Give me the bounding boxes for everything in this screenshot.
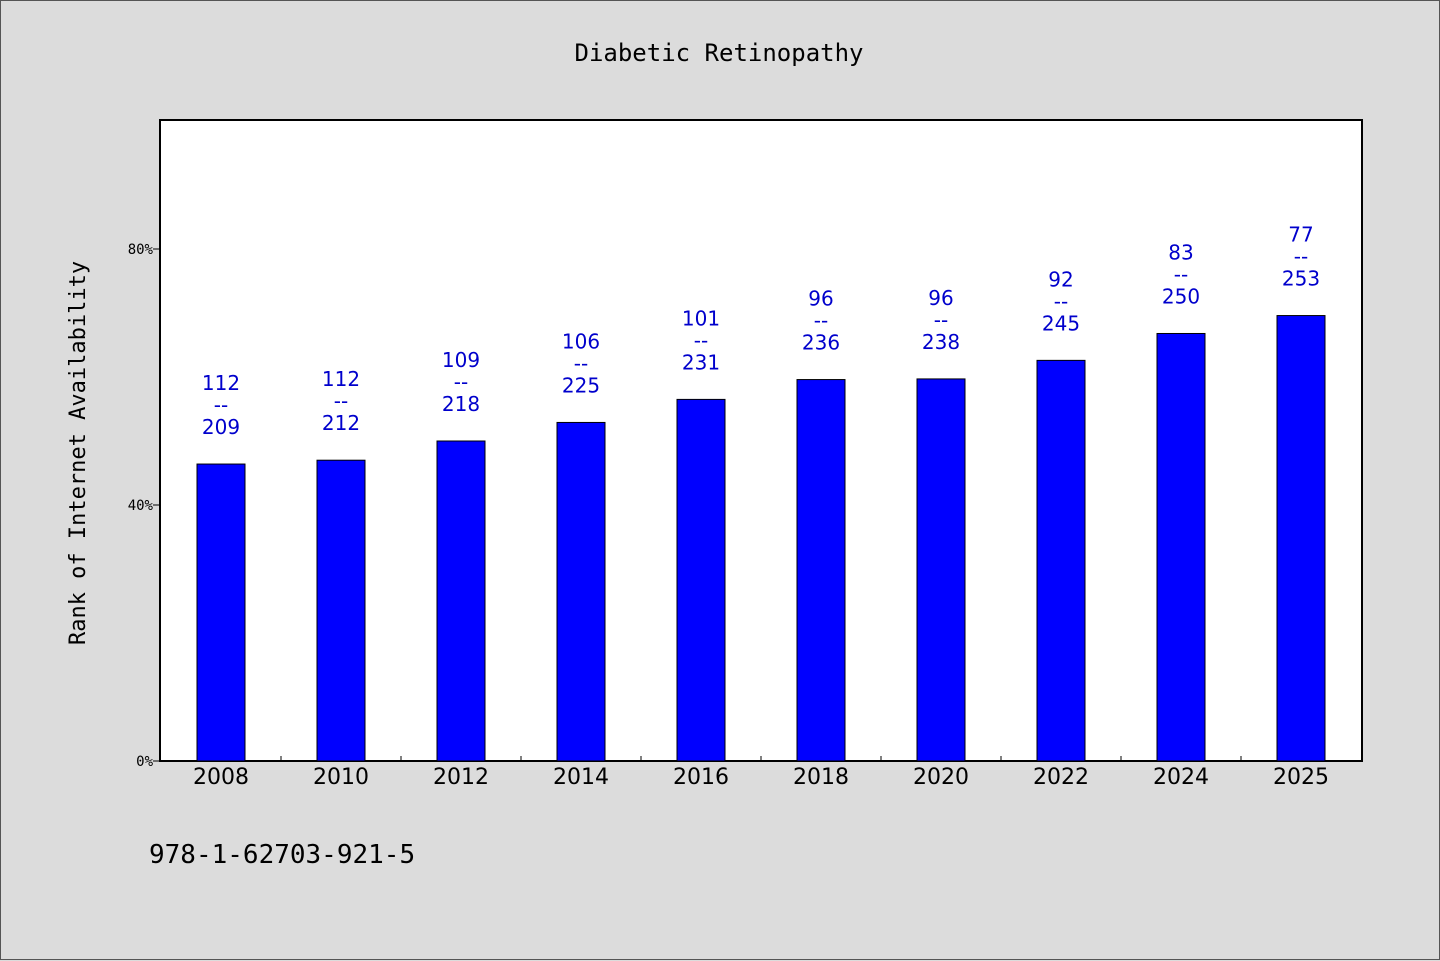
data-label-2012-line-3: 218	[442, 392, 480, 416]
x-tick-label-2010: 2010	[313, 765, 369, 790]
x-tick-label-2025: 2025	[1273, 765, 1329, 790]
x-tick-label-2022: 2022	[1033, 765, 1089, 790]
x-axis: 2008 2010 2012 2014 2016 2018 2020 2022 2024 2025	[193, 756, 1329, 790]
x-tick-label-2008: 2008	[193, 765, 249, 790]
footer-isbn-text: 978-1-62703-921-5	[149, 840, 415, 870]
y-axis-label: Rank of Internet Availability	[66, 261, 91, 645]
data-label-2016-line-1: 101	[682, 306, 720, 330]
data-label-2008-line-3: 209	[202, 415, 240, 439]
y-tick-label-40: 40%	[128, 498, 154, 514]
bar-2018	[796, 379, 846, 762]
data-label-2010-line-2: --	[334, 389, 348, 413]
data-label-2014-line-3: 225	[562, 373, 600, 397]
x-tick-label-2024: 2024	[1153, 765, 1209, 790]
data-label-2008-line-2: --	[214, 393, 228, 417]
bar-2024	[1156, 332, 1206, 762]
bar-2014	[556, 421, 606, 762]
data-label-2020-line-1: 96	[928, 286, 953, 310]
data-label-2020-line-2: --	[934, 308, 948, 332]
bar-2025	[1276, 315, 1326, 762]
bar-2012	[436, 440, 486, 762]
x-tick-label-2016: 2016	[673, 765, 729, 790]
data-label-2025-line-1: 77	[1288, 223, 1313, 247]
data-label-2016-line-3: 231	[682, 350, 720, 374]
data-label-2018-line-3: 236	[802, 331, 840, 355]
y-tick-label-80: 80%	[128, 242, 154, 258]
data-label-2012-line-2: --	[454, 370, 468, 394]
data-label-2018-line-2: --	[814, 309, 828, 333]
data-label-2022-line-1: 92	[1048, 267, 1073, 291]
data-labels-layer: 112--209112--212109--218106--225101--231…	[202, 223, 1320, 439]
data-label-2018-line-1: 96	[808, 287, 833, 311]
y-axis: 0% 40% 80%	[128, 242, 161, 770]
bar-2020	[916, 378, 966, 762]
data-label-2022-line-2: --	[1054, 289, 1068, 313]
data-label-2020-line-3: 238	[922, 330, 960, 354]
data-label-2024-line-1: 83	[1168, 240, 1193, 264]
bar-2022	[1036, 359, 1086, 762]
data-label-2010-line-3: 212	[322, 411, 360, 435]
bar-2016	[676, 398, 726, 762]
data-label-2014-line-2: --	[574, 351, 588, 375]
data-label-2024-line-2: --	[1174, 262, 1188, 286]
data-label-2024-line-3: 250	[1162, 284, 1200, 308]
data-label-2025-line-3: 253	[1282, 267, 1320, 291]
x-tick-label-2020: 2020	[913, 765, 969, 790]
data-label-2008-line-1: 112	[202, 371, 240, 395]
data-label-2014-line-1: 106	[562, 329, 600, 353]
x-tick-label-2018: 2018	[793, 765, 849, 790]
x-tick-label-2012: 2012	[433, 765, 489, 790]
data-label-2022-line-3: 245	[1042, 311, 1080, 335]
chart-title: Diabetic Retinopathy	[575, 39, 864, 67]
bar-2008	[196, 463, 246, 762]
bar-2010	[316, 459, 366, 762]
data-label-2010-line-1: 112	[322, 367, 360, 391]
x-tick-label-2014: 2014	[553, 765, 609, 790]
bars-layer	[196, 315, 1326, 762]
data-label-2012-line-1: 109	[442, 348, 480, 372]
y-tick-label-0: 0%	[136, 754, 153, 770]
data-label-2016-line-2: --	[694, 328, 708, 352]
data-label-2025-line-2: --	[1294, 245, 1308, 269]
